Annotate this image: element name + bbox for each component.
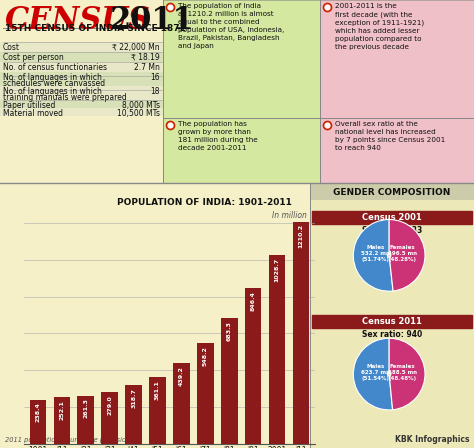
Bar xyxy=(0,108,163,116)
Bar xyxy=(310,183,474,200)
Bar xyxy=(0,72,163,86)
Bar xyxy=(125,385,142,444)
Bar xyxy=(269,255,285,444)
Text: 10,500 MTs: 10,500 MTs xyxy=(117,109,160,118)
Text: Females
496.5 mn
(48.28%): Females 496.5 mn (48.28%) xyxy=(388,245,417,262)
Text: 238.4: 238.4 xyxy=(36,403,41,422)
Text: 439.2: 439.2 xyxy=(179,366,184,386)
Text: The population has
grown by more than
181 million during the
decade 2001-2011: The population has grown by more than 18… xyxy=(178,121,258,151)
Wedge shape xyxy=(353,220,393,291)
Bar xyxy=(163,118,320,183)
Text: 1028.7: 1028.7 xyxy=(274,258,280,282)
Text: Cost: Cost xyxy=(3,43,20,52)
Bar xyxy=(163,0,320,118)
Bar xyxy=(0,100,163,108)
Text: ₹ 22,000 Mn: ₹ 22,000 Mn xyxy=(112,43,160,52)
Bar xyxy=(221,318,237,444)
Text: Males
532.2 mn
(51.74%): Males 532.2 mn (51.74%) xyxy=(361,245,390,262)
Text: No. of languages in which: No. of languages in which xyxy=(3,87,102,96)
Text: Census 2011: Census 2011 xyxy=(362,316,422,326)
Bar xyxy=(0,62,163,72)
Bar xyxy=(197,343,214,444)
Bar xyxy=(310,183,474,448)
Bar xyxy=(320,0,474,118)
Text: Males
623.7 mn
(51.54%): Males 623.7 mn (51.54%) xyxy=(361,364,390,381)
Bar xyxy=(77,396,94,444)
Text: training manuals were prepared: training manuals were prepared xyxy=(3,93,127,102)
Text: 846.4: 846.4 xyxy=(251,291,255,311)
Text: Overall sex ratio at the
national level has increased
by 7 points since Census 2: Overall sex ratio at the national level … xyxy=(335,121,445,151)
Bar xyxy=(163,0,320,118)
Text: 2001-2011 is the
first decade (with the
exception of 1911-1921)
which has added : 2001-2011 is the first decade (with the … xyxy=(335,3,424,50)
Text: 318.7: 318.7 xyxy=(131,388,136,408)
Bar xyxy=(312,211,472,224)
Text: The population of India
at 1210.2 million is almost
equal to the combined
popula: The population of India at 1210.2 millio… xyxy=(178,3,284,49)
Text: schedules were canvassed: schedules were canvassed xyxy=(3,79,105,88)
Text: In million: In million xyxy=(272,211,307,220)
Bar xyxy=(149,377,166,444)
Text: 2011: 2011 xyxy=(110,5,195,36)
Text: No. of languages in which: No. of languages in which xyxy=(3,73,102,82)
Bar xyxy=(101,392,118,444)
Text: POPULATION OF INDIA: 1901-2011: POPULATION OF INDIA: 1901-2011 xyxy=(117,198,292,207)
Bar xyxy=(320,118,474,183)
Text: 1210.2: 1210.2 xyxy=(298,224,303,249)
Bar xyxy=(173,363,190,444)
Text: Census 2001: Census 2001 xyxy=(362,212,422,221)
Text: No. of census functionaries: No. of census functionaries xyxy=(3,63,107,72)
Text: 8,000 MTs: 8,000 MTs xyxy=(122,101,160,110)
Text: 15TH CENSUS OF INDIA SINCE 1872: 15TH CENSUS OF INDIA SINCE 1872 xyxy=(5,24,186,33)
Text: CENSUS: CENSUS xyxy=(5,5,151,36)
Bar xyxy=(320,118,474,183)
Text: Sex ratio: 940: Sex ratio: 940 xyxy=(362,330,422,339)
Text: Material moved: Material moved xyxy=(3,109,63,118)
Bar xyxy=(0,86,163,100)
Wedge shape xyxy=(389,220,425,291)
Text: Cost per person: Cost per person xyxy=(3,53,64,62)
Bar xyxy=(320,0,474,118)
Text: 2011 population figures are provisional!: 2011 population figures are provisional! xyxy=(5,437,139,443)
Bar xyxy=(312,315,472,328)
Bar xyxy=(30,400,46,444)
Text: Paper utilised: Paper utilised xyxy=(3,101,55,110)
Text: Females
588.5 mn
(48.48%): Females 588.5 mn (48.48%) xyxy=(388,364,417,381)
Wedge shape xyxy=(353,338,392,410)
Text: Sex ratio: 933: Sex ratio: 933 xyxy=(362,226,422,235)
Bar xyxy=(163,118,320,183)
Text: 16: 16 xyxy=(150,73,160,82)
Bar xyxy=(245,288,262,444)
Text: 683.3: 683.3 xyxy=(227,321,232,341)
Text: 2.7 Mn: 2.7 Mn xyxy=(134,63,160,72)
Bar xyxy=(0,52,163,62)
Text: 252.1: 252.1 xyxy=(59,400,64,420)
Text: ₹ 18.19: ₹ 18.19 xyxy=(131,53,160,62)
Bar xyxy=(292,222,309,444)
Wedge shape xyxy=(389,338,425,410)
Text: 279.0: 279.0 xyxy=(107,395,112,415)
Text: 548.2: 548.2 xyxy=(203,346,208,366)
Text: KBK Infographics: KBK Infographics xyxy=(395,435,470,444)
Text: 361.1: 361.1 xyxy=(155,380,160,400)
Text: GENDER COMPOSITION: GENDER COMPOSITION xyxy=(333,188,451,197)
Bar xyxy=(54,397,70,444)
Bar xyxy=(0,42,163,52)
Text: 261.3: 261.3 xyxy=(83,398,88,418)
Text: 18: 18 xyxy=(151,87,160,96)
